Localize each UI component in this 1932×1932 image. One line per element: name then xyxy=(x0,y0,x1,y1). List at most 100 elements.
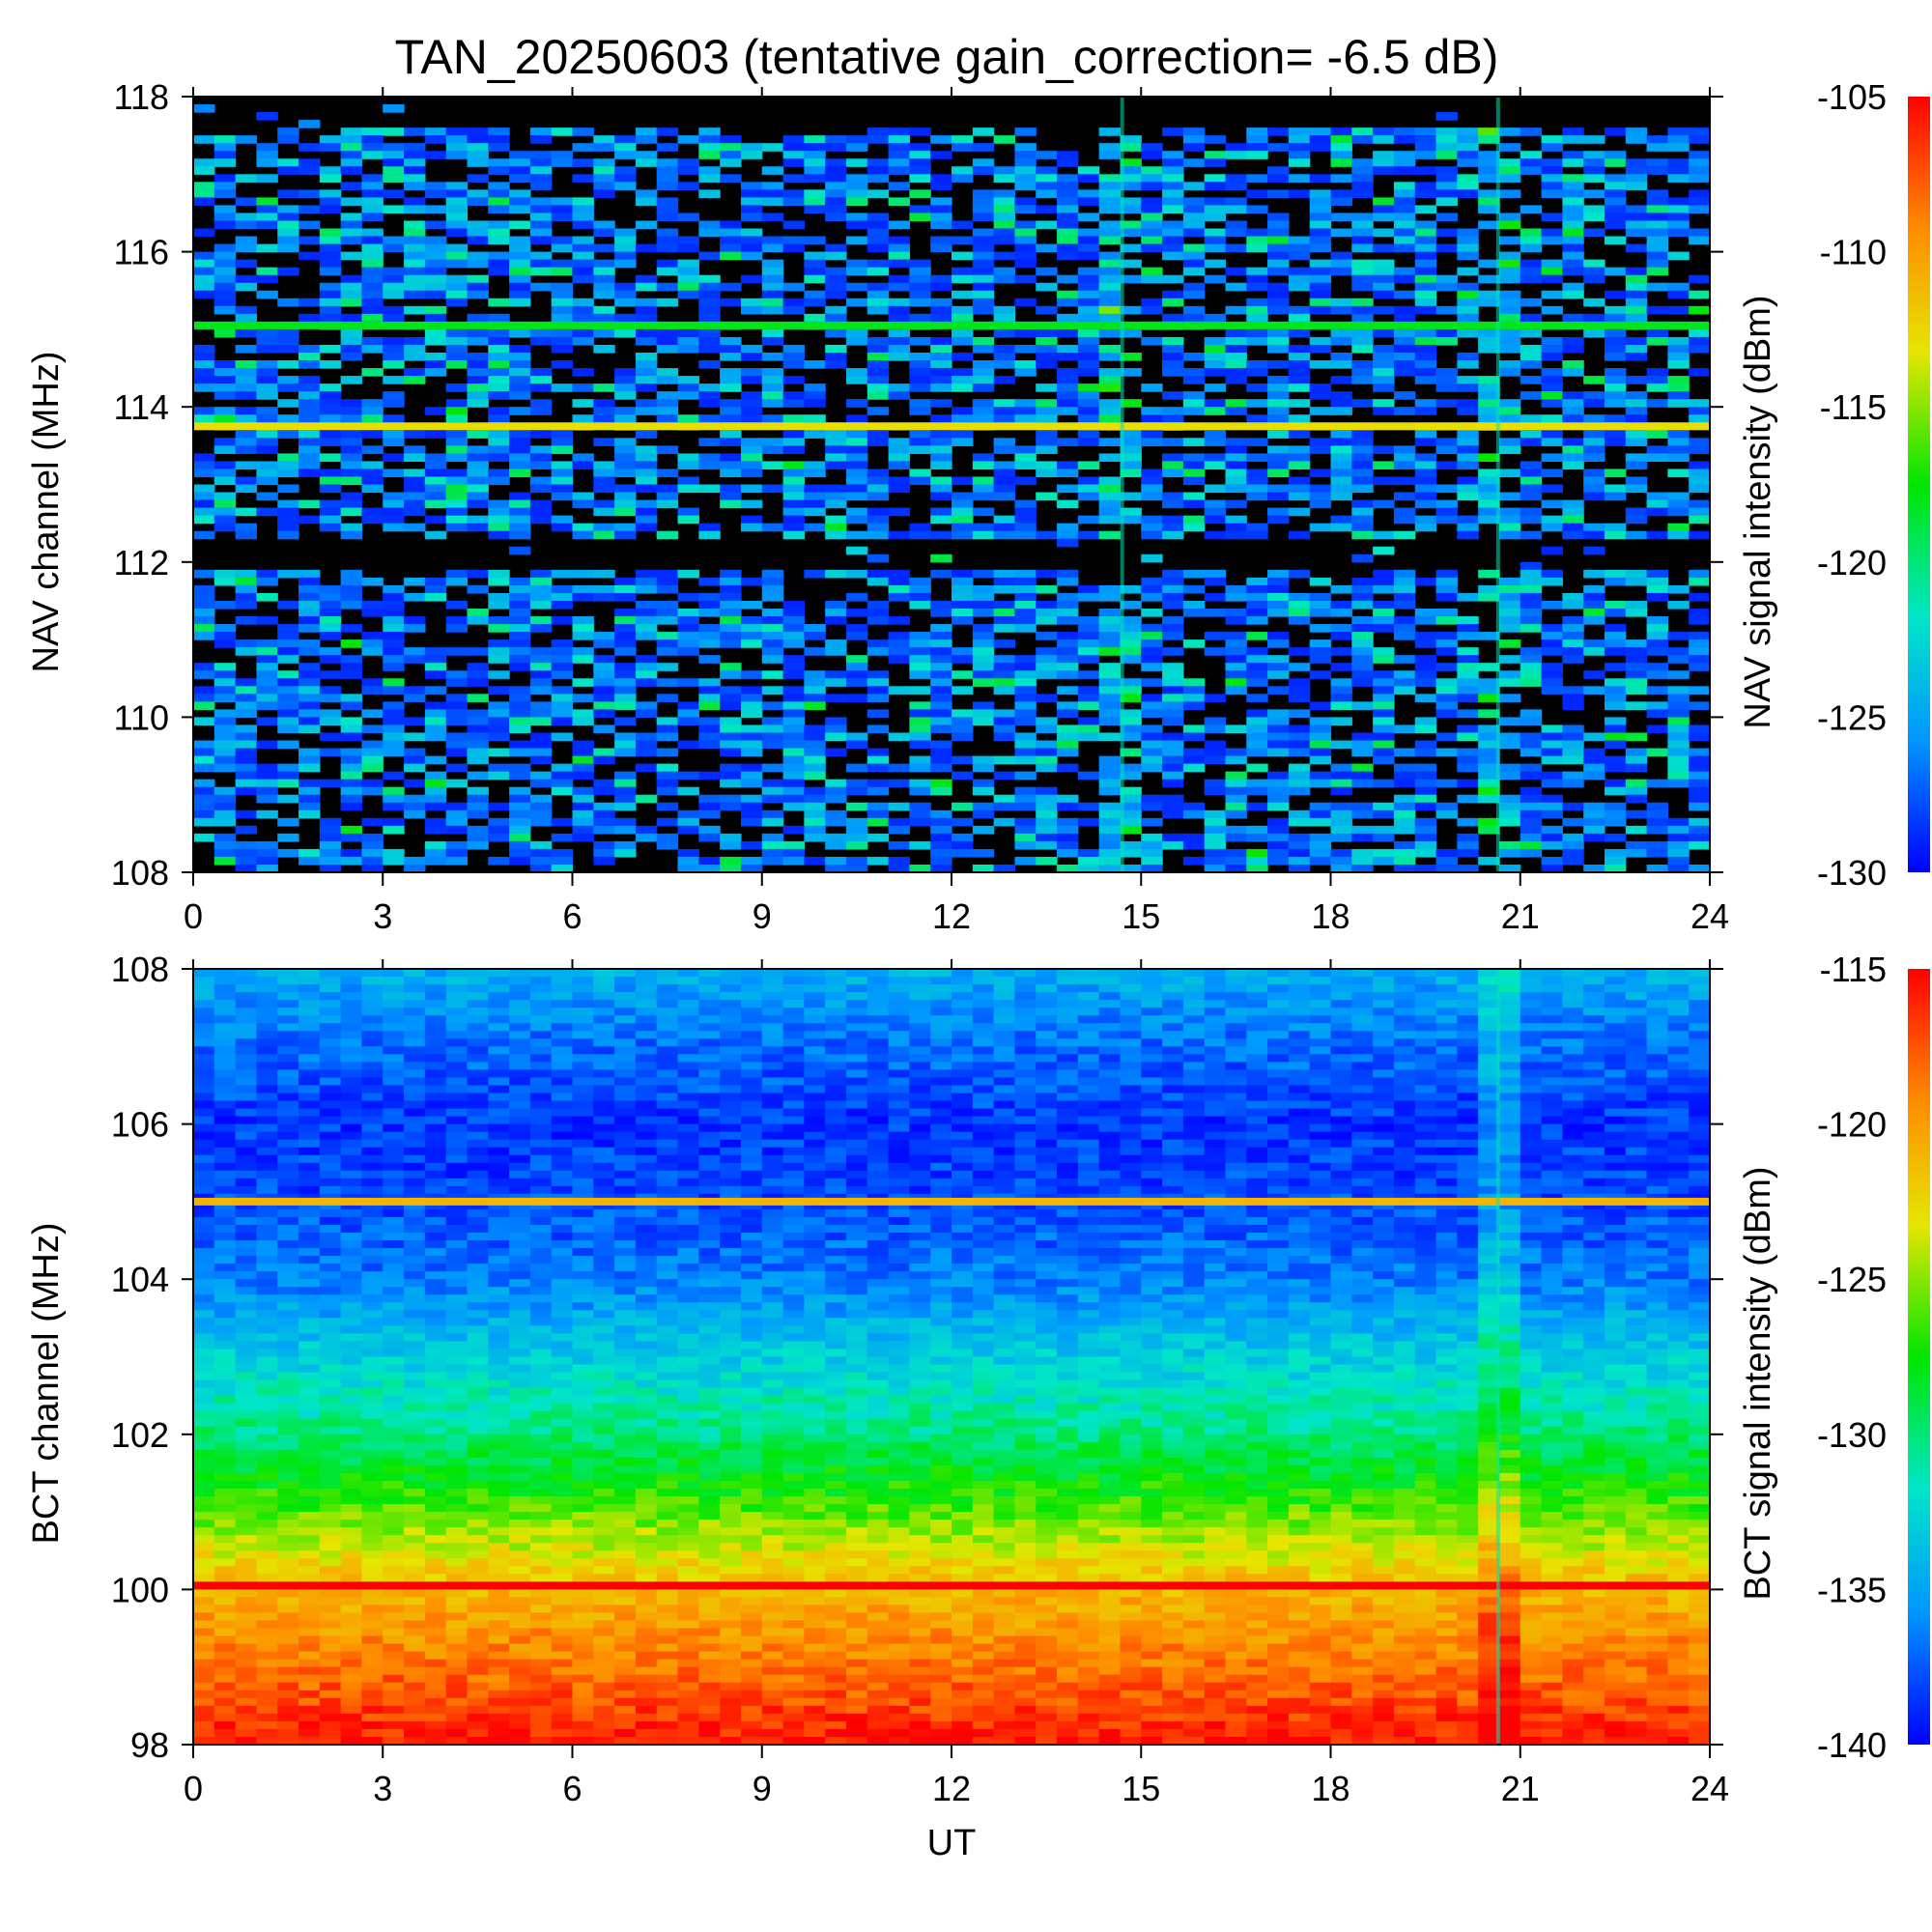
nav-heatmap-cell xyxy=(1098,384,1122,392)
nav-heatmap-cell xyxy=(424,453,447,463)
nav-heatmap-cell xyxy=(677,259,699,269)
nav-heatmap-cell xyxy=(235,639,258,648)
nav-heatmap-cell xyxy=(698,384,721,392)
nav-heatmap-cell xyxy=(193,158,215,167)
nav-heatmap-cell xyxy=(467,461,489,470)
nav-heatmap-cell xyxy=(1457,407,1479,415)
nav-heatmap-cell xyxy=(614,624,637,633)
nav-heatmap-cell xyxy=(277,515,299,525)
nav-heatmap-cell xyxy=(909,639,931,648)
nav-heatmap-cell xyxy=(424,577,447,586)
nav-heatmap-cell xyxy=(404,352,426,361)
nav-heatmap-cell xyxy=(635,328,658,338)
nav-heatmap-cell xyxy=(424,461,447,470)
nav-heatmap-cell xyxy=(1057,407,1079,415)
nav-heatmap-cell xyxy=(782,709,805,718)
nav-heatmap-cell xyxy=(972,670,995,679)
nav-heatmap-cell xyxy=(888,732,910,742)
nav-heatmap-cell xyxy=(1309,523,1332,532)
nav-heatmap-cell xyxy=(529,740,553,750)
nav-heatmap-cell xyxy=(1077,717,1100,726)
nav-heatmap-cell xyxy=(1435,128,1458,136)
nav-heatmap-cell xyxy=(1414,639,1437,648)
nav-heatmap-cell xyxy=(1667,469,1690,478)
nav-heatmap-cell xyxy=(1162,220,1184,230)
nav-heatmap-cell xyxy=(298,376,321,384)
nav-heatmap-cell xyxy=(867,694,890,702)
nav-heatmap-cell xyxy=(1393,344,1416,354)
nav-heatmap-cell xyxy=(488,391,510,400)
nav-heatmap-cell xyxy=(1583,313,1605,323)
bct-heatmap-cell xyxy=(529,1008,553,1016)
nav-heatmap-cell xyxy=(277,717,299,726)
nav-heatmap-cell xyxy=(1625,313,1648,323)
bct-heatmap-cell xyxy=(235,992,258,1001)
nav-heatmap-cell xyxy=(1036,748,1058,757)
nav-heatmap-cell xyxy=(551,445,574,454)
nav-heatmap-cell xyxy=(1330,376,1352,384)
nav-heatmap-cell xyxy=(909,717,931,726)
nav-heatmap-cell xyxy=(1225,305,1247,315)
nav-y-tick-label: 114 xyxy=(114,387,169,427)
nav-heatmap-cell xyxy=(1435,856,1458,866)
nav-heatmap-cell xyxy=(529,592,553,602)
bct-heatmap-cell xyxy=(614,977,637,985)
nav-heatmap-cell xyxy=(1562,189,1584,198)
bct-heatmap-cell xyxy=(1267,1023,1290,1032)
nav-heatmap-cell xyxy=(1583,600,1605,610)
nav-heatmap-cell xyxy=(1393,779,1416,788)
nav-heatmap-cell xyxy=(488,336,510,346)
nav-heatmap-cell xyxy=(1182,143,1206,152)
bct-heatmap-cell xyxy=(213,1008,237,1016)
bct-heatmap-cell xyxy=(1225,977,1247,985)
nav-heatmap-cell xyxy=(1309,670,1332,679)
nav-heatmap-cell xyxy=(972,399,995,408)
nav-heatmap-cell xyxy=(1414,740,1437,750)
nav-heatmap-cell xyxy=(1414,802,1437,811)
nav-heatmap-cell xyxy=(235,584,258,594)
nav-heatmap-cell xyxy=(445,407,469,415)
nav-heatmap-cell xyxy=(888,197,910,207)
nav-heatmap-cell xyxy=(1541,779,1563,788)
nav-heatmap-cell xyxy=(1225,655,1247,664)
nav-heatmap-cell xyxy=(804,724,826,734)
nav-heatmap-cell xyxy=(361,259,384,269)
nav-heatmap-cell xyxy=(193,763,215,773)
nav-heatmap-cell xyxy=(467,228,489,238)
bct-heatmap-cell xyxy=(1057,1023,1079,1032)
nav-heatmap-cell xyxy=(761,624,784,633)
nav-heatmap-cell xyxy=(867,569,890,579)
nav-heatmap-cell xyxy=(213,174,237,183)
nav-heatmap-cell xyxy=(467,274,489,284)
bct-heatmap-cell xyxy=(720,992,742,1001)
nav-heatmap-cell xyxy=(909,817,931,827)
bct-heatmap-cell xyxy=(1204,1008,1227,1016)
nav-heatmap-cell xyxy=(340,376,363,384)
nav-heatmap-cell xyxy=(930,430,952,439)
bct-heatmap-cell xyxy=(1604,1000,1627,1009)
nav-heatmap-cell xyxy=(1141,748,1163,757)
nav-heatmap-cell xyxy=(1246,360,1268,369)
bct-heatmap-cell xyxy=(1120,1000,1142,1009)
nav-x-tick-label: 18 xyxy=(1311,896,1350,936)
bct-heatmap-cell xyxy=(551,1031,574,1039)
nav-heatmap-cell xyxy=(488,414,510,423)
nav-heatmap-cell xyxy=(213,600,237,610)
nav-heatmap-cell xyxy=(867,530,890,540)
nav-heatmap-cell xyxy=(529,499,553,509)
nav-heatmap-cell xyxy=(1667,492,1690,501)
nav-heatmap-cell xyxy=(593,143,615,152)
nav-heatmap-cell xyxy=(1141,794,1163,804)
nav-heatmap-cell xyxy=(952,802,974,811)
nav-heatmap-cell xyxy=(1435,135,1458,144)
nav-heatmap-cell xyxy=(614,328,637,338)
nav-heatmap-cell xyxy=(1414,515,1437,525)
nav-heatmap-cell xyxy=(361,182,384,190)
nav-heatmap-cell xyxy=(845,530,868,540)
nav-heatmap-cell xyxy=(1583,748,1605,757)
bct-heatmap-cell xyxy=(888,977,910,985)
nav-heatmap-cell xyxy=(740,461,763,470)
nav-heatmap-cell xyxy=(361,833,384,842)
nav-heatmap-cell xyxy=(972,848,995,858)
nav-heatmap-cell xyxy=(845,515,868,525)
